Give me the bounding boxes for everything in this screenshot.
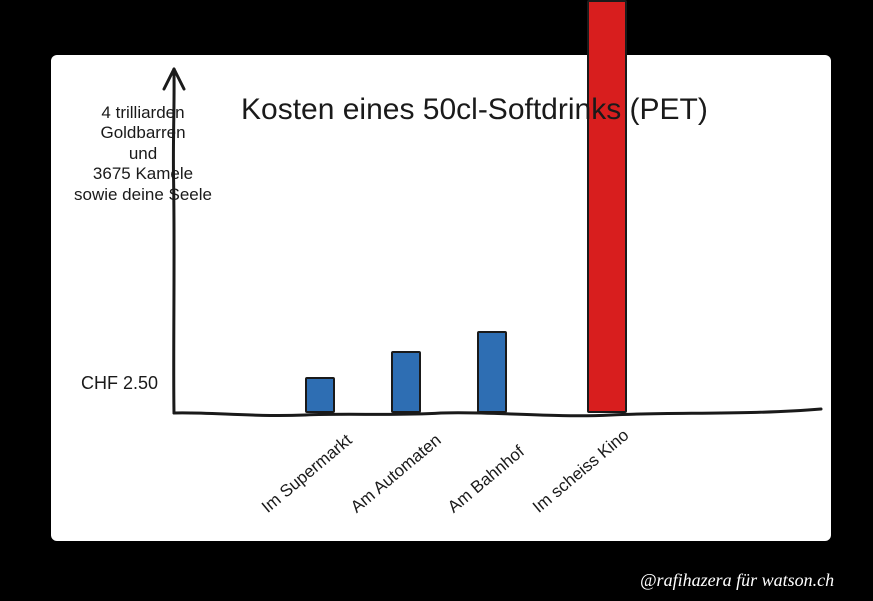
y-label-top: 4 trilliarden Goldbarren und 3675 Kamele… (73, 103, 213, 205)
y-label-top-line: und (129, 144, 157, 163)
y-label-top-line: 4 trilliarden (101, 103, 184, 122)
y-label-top-line: sowie deine Seele (74, 185, 212, 204)
chart-panel: Kosten eines 50cl-Softdrinks (PET) 4 tri… (51, 55, 831, 541)
y-label-top-line: Goldbarren (100, 123, 185, 142)
chart-title: Kosten eines 50cl-Softdrinks (PET) (241, 93, 708, 127)
y-label-top-line: 3675 Kamele (93, 164, 193, 183)
y-label-bottom: CHF 2.50 (81, 373, 158, 394)
credit-text: @rafihazera für watson.ch (640, 570, 834, 591)
